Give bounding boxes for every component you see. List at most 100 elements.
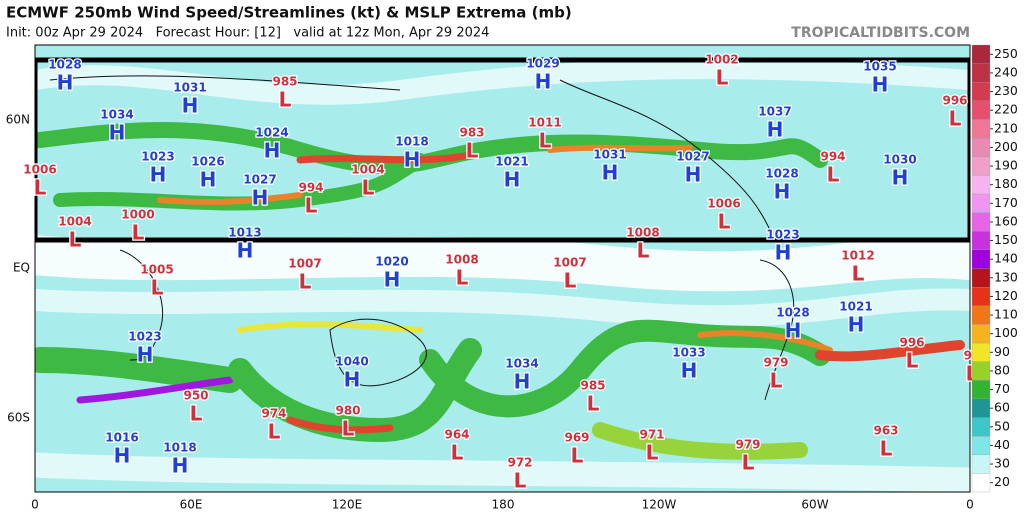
pressure-value: 979: [735, 438, 760, 452]
colorbar-label: 200: [994, 139, 1018, 154]
pressure-value: 1008: [626, 226, 659, 240]
pressure-letter: L: [342, 417, 355, 441]
pressure-value: 980: [335, 404, 360, 418]
lon-label: 60E: [180, 498, 203, 512]
colorbar-label: 60: [994, 400, 1010, 415]
pressure-letter: L: [466, 139, 479, 163]
pressure-value: 964: [444, 428, 469, 442]
pressure-letter: L: [718, 210, 731, 234]
colorbar-label: 180: [994, 176, 1018, 191]
pressure-letter: L: [279, 88, 292, 112]
pressure-value: 1034: [100, 108, 133, 122]
map: [35, 45, 970, 492]
colorbar-swatch: [971, 454, 991, 474]
colorbar-swatch: [971, 44, 991, 64]
colorbar-swatch: [971, 398, 991, 418]
pressure-value: 1011: [528, 116, 561, 130]
colorbar-swatch: [971, 231, 991, 251]
colorbar-label: 220: [994, 102, 1018, 117]
colorbar-label: 90: [994, 344, 1010, 359]
pressure-letter: H: [848, 313, 865, 337]
pressure-value: 1028: [776, 306, 809, 320]
pressure-value: 1006: [707, 197, 740, 211]
pressure-value: 1026: [191, 155, 224, 169]
pressure-value: 1016: [105, 431, 138, 445]
pressure-letter: H: [150, 163, 167, 187]
colorbar-swatch: [971, 175, 991, 195]
pressure-letter: L: [34, 176, 47, 200]
lat-label: EQ: [13, 261, 30, 275]
pressure-value: 1023: [141, 150, 174, 164]
pressure-letter: H: [57, 71, 74, 95]
pressure-value: 985: [272, 75, 297, 89]
pressure-letter: H: [775, 241, 792, 265]
pressure-letter: H: [114, 444, 131, 468]
pressure-letter: H: [504, 168, 521, 192]
lon-label: 180: [492, 498, 515, 512]
pressure-letter: L: [305, 194, 318, 218]
pressure-value: 1033: [672, 346, 705, 360]
axes: 0 60E 120E 180 120W 60W 0 60N EQ 60S: [6, 113, 974, 512]
colorbar-label: 120: [994, 288, 1018, 303]
lat-label: 60N: [6, 113, 30, 127]
pressure-letter: H: [774, 180, 791, 204]
pressure-value: 1020: [375, 255, 408, 269]
lon-label: 120W: [642, 498, 677, 512]
colorbar-swatch: [971, 361, 991, 381]
pressure-letter: L: [646, 441, 659, 465]
colorbar-label: 250: [994, 46, 1018, 61]
pressure-value: 1028: [765, 167, 798, 181]
lon-label: 0: [966, 498, 974, 512]
pressure-value: 1012: [841, 249, 874, 263]
pressure-value: 1021: [495, 155, 528, 169]
pressure-letter: L: [132, 221, 145, 245]
colorbar-label: 70: [994, 381, 1010, 396]
pressure-letter: L: [539, 129, 552, 153]
pressure-value: 969: [564, 431, 589, 445]
pressure-letter: H: [514, 370, 531, 394]
colorbar-swatch: [971, 342, 991, 362]
pressure-value: 994: [298, 181, 323, 195]
pressure-letter: L: [564, 269, 577, 293]
pressure-letter: H: [109, 121, 126, 145]
pressure-letter: L: [770, 369, 783, 393]
colorbar-swatch: [971, 212, 991, 232]
pressure-value: 1030: [883, 153, 916, 167]
lon-label: 0: [31, 498, 39, 512]
pressure-letter: L: [456, 266, 469, 290]
pressure-letter: H: [685, 163, 702, 187]
pressure-letter: L: [637, 239, 650, 263]
pressure-letter: H: [602, 161, 619, 185]
pressure-letter: L: [742, 451, 755, 475]
colorbar-label: 30: [994, 456, 1010, 471]
pressure-value: 985: [580, 379, 605, 393]
pressure-value: 1024: [255, 126, 288, 140]
pressure-letter: H: [182, 94, 199, 118]
colorbar-swatch: [971, 324, 991, 344]
colorbar-swatch: [971, 82, 991, 102]
colorbar-swatch: [971, 193, 991, 213]
pressure-letter: L: [69, 228, 82, 252]
site-credit: TROPICALTIDBITS.COM: [791, 25, 970, 41]
lon-label: 60W: [801, 498, 828, 512]
pressure-letter: L: [571, 444, 584, 468]
pressure-value: 1023: [766, 228, 799, 242]
pressure-letter: L: [514, 469, 527, 493]
pressure-value: 1006: [23, 163, 56, 177]
pressure-value: 1007: [553, 256, 586, 270]
pressure-letter: H: [785, 319, 802, 343]
pressure-letter: H: [137, 343, 154, 367]
pressure-value: 1002: [705, 53, 738, 67]
pressure-letter: H: [344, 368, 361, 392]
pressure-letter: H: [200, 168, 217, 192]
pressure-value: 1023: [128, 330, 161, 344]
pressure-value: 1000: [121, 208, 154, 222]
pressure-value: 996: [942, 94, 967, 108]
colorbar-label: 190: [994, 158, 1018, 173]
pressure-value: 1031: [593, 148, 626, 162]
pressure-letter: L: [362, 176, 375, 200]
colorbar-label: 80: [994, 362, 1010, 377]
pressure-letter: H: [681, 359, 698, 383]
pressure-letter: L: [716, 66, 729, 90]
